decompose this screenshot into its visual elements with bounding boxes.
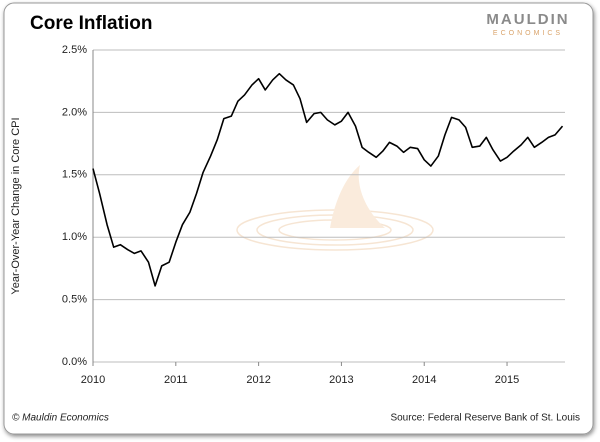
x-tick-label: 2012: [246, 374, 270, 386]
watermark: [236, 165, 434, 251]
frame: [3, 2, 594, 435]
x-tick-label: 2010: [81, 374, 105, 386]
footer-right: Source: Federal Reserve Bank of St. Loui…: [390, 413, 580, 424]
x-tick-label: 2013: [329, 374, 353, 386]
logo-tagline: ECONOMICS: [493, 30, 563, 37]
y-tick-label: 2.0%: [62, 106, 87, 118]
x-tick-label: 2011: [164, 374, 188, 386]
x-tick-label: 2014: [412, 374, 436, 386]
logo-name: MAULDIN: [486, 11, 569, 28]
line-series: [92, 72, 564, 287]
y-tick-label: 1.0%: [62, 231, 87, 243]
y-axis-label: Year-Over-Year Change in Core CPI: [10, 117, 22, 294]
x-tick-label: 2015: [495, 374, 519, 386]
y-tick-label: 0.0%: [62, 356, 87, 368]
y-tick-label: 0.5%: [62, 294, 87, 306]
footer-left: © Mauldin Economics: [12, 413, 109, 424]
y-tick-label: 1.5%: [62, 169, 87, 181]
y-tick-label: 2.5%: [62, 44, 87, 56]
chart-title: Core Inflation: [30, 13, 152, 34]
